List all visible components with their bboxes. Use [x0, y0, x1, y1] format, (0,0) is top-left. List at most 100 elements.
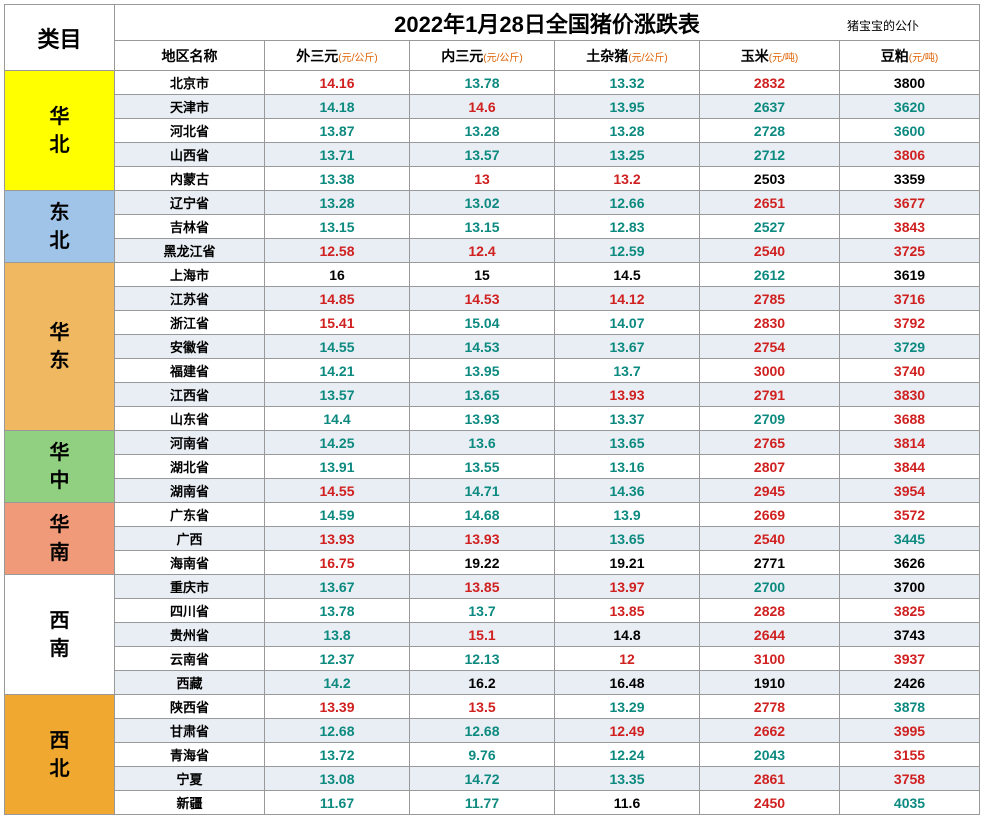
value-cell: 2728 — [700, 119, 840, 143]
value-cell: 3688 — [840, 407, 980, 431]
table-row: 湖北省13.9113.5513.1628073844 — [5, 455, 980, 479]
value-cell: 16.48 — [555, 671, 700, 695]
value-cell: 3100 — [700, 647, 840, 671]
column-unit: (元/吨) — [769, 53, 798, 64]
value-cell: 14.21 — [265, 359, 410, 383]
value-cell: 2765 — [700, 431, 840, 455]
table-title: 2022年1月28日全国猪价涨跌表猪宝宝的公仆 — [115, 5, 980, 41]
area-name: 云南省 — [115, 647, 265, 671]
table-row: 华中河南省14.2513.613.6527653814 — [5, 431, 980, 455]
value-cell: 13.67 — [265, 575, 410, 599]
value-cell: 13.85 — [555, 599, 700, 623]
area-name: 福建省 — [115, 359, 265, 383]
table-row: 山东省14.413.9313.3727093688 — [5, 407, 980, 431]
price-table: 类目2022年1月28日全国猪价涨跌表猪宝宝的公仆地区名称外三元(元/公斤)内三… — [4, 4, 980, 815]
region-char: 华 — [5, 511, 114, 539]
value-cell: 2540 — [700, 527, 840, 551]
value-cell: 13.28 — [265, 191, 410, 215]
region-cell: 华北 — [5, 71, 115, 191]
value-cell: 13.29 — [555, 695, 700, 719]
value-cell: 13.16 — [555, 455, 700, 479]
value-cell: 2527 — [700, 215, 840, 239]
table-row: 湖南省14.5514.7114.3629453954 — [5, 479, 980, 503]
value-cell: 14.18 — [265, 95, 410, 119]
value-cell: 13.57 — [410, 143, 555, 167]
table-row: 天津市14.1814.613.9526373620 — [5, 95, 980, 119]
value-cell: 3626 — [840, 551, 980, 575]
table-row: 内蒙古13.381313.225033359 — [5, 167, 980, 191]
region-char: 东 — [5, 347, 114, 375]
value-cell: 14.4 — [265, 407, 410, 431]
table-row: 黑龙江省12.5812.412.5925403725 — [5, 239, 980, 263]
area-name: 宁夏 — [115, 767, 265, 791]
region-cell: 华中 — [5, 431, 115, 503]
value-cell: 14.59 — [265, 503, 410, 527]
area-name: 天津市 — [115, 95, 265, 119]
value-cell: 16.2 — [410, 671, 555, 695]
region-char: 华 — [5, 439, 114, 467]
region-char: 南 — [5, 635, 114, 663]
column-label: 豆粕 — [881, 48, 909, 64]
column-unit: (元/公斤) — [483, 53, 522, 64]
value-cell: 2754 — [700, 335, 840, 359]
value-cell: 13.93 — [265, 527, 410, 551]
value-cell: 12.13 — [410, 647, 555, 671]
table-row: 宁夏13.0814.7213.3528613758 — [5, 767, 980, 791]
value-cell: 2669 — [700, 503, 840, 527]
value-cell: 12.24 — [555, 743, 700, 767]
value-cell: 13.71 — [265, 143, 410, 167]
region-char: 南 — [5, 539, 114, 567]
value-cell: 13.32 — [555, 71, 700, 95]
value-cell: 3700 — [840, 575, 980, 599]
value-cell: 11.67 — [265, 791, 410, 815]
column-header: 地区名称 — [115, 41, 265, 71]
value-cell: 3445 — [840, 527, 980, 551]
value-cell: 3844 — [840, 455, 980, 479]
value-cell: 14.68 — [410, 503, 555, 527]
value-cell: 13.95 — [555, 95, 700, 119]
table-row: 西北陕西省13.3913.513.2927783878 — [5, 695, 980, 719]
column-label: 外三元 — [296, 48, 338, 64]
value-cell: 2662 — [700, 719, 840, 743]
table-row: 广西13.9313.9313.6525403445 — [5, 527, 980, 551]
table-row: 浙江省15.4115.0414.0728303792 — [5, 311, 980, 335]
value-cell: 3806 — [840, 143, 980, 167]
table-row: 贵州省13.815.114.826443743 — [5, 623, 980, 647]
table-row: 河北省13.8713.2813.2827283600 — [5, 119, 980, 143]
region-char: 西 — [5, 727, 114, 755]
value-cell: 14.16 — [265, 71, 410, 95]
value-cell: 2540 — [700, 239, 840, 263]
value-cell: 2828 — [700, 599, 840, 623]
column-header: 内三元(元/公斤) — [410, 41, 555, 71]
value-cell: 3359 — [840, 167, 980, 191]
table-row: 华南广东省14.5914.6813.926693572 — [5, 503, 980, 527]
column-label: 土杂猪 — [586, 48, 628, 64]
area-name: 辽宁省 — [115, 191, 265, 215]
table-row: 云南省12.3712.131231003937 — [5, 647, 980, 671]
value-cell: 3825 — [840, 599, 980, 623]
column-unit: (元/公斤) — [338, 53, 377, 64]
table-row: 西南重庆市13.6713.8513.9727003700 — [5, 575, 980, 599]
value-cell: 2450 — [700, 791, 840, 815]
table-row: 安徽省14.5514.5313.6727543729 — [5, 335, 980, 359]
value-cell: 14.2 — [265, 671, 410, 695]
region-cell: 西南 — [5, 575, 115, 695]
table-row: 新疆11.6711.7711.624504035 — [5, 791, 980, 815]
value-cell: 13.5 — [410, 695, 555, 719]
value-cell: 14.36 — [555, 479, 700, 503]
area-name: 山西省 — [115, 143, 265, 167]
category-header: 类目 — [5, 5, 115, 71]
value-cell: 13.78 — [265, 599, 410, 623]
table-row: 甘肃省12.6812.6812.4926623995 — [5, 719, 980, 743]
value-cell: 14.6 — [410, 95, 555, 119]
value-cell: 12.4 — [410, 239, 555, 263]
value-cell: 2612 — [700, 263, 840, 287]
value-cell: 3937 — [840, 647, 980, 671]
value-cell: 3729 — [840, 335, 980, 359]
value-cell: 3000 — [700, 359, 840, 383]
area-name: 甘肃省 — [115, 719, 265, 743]
value-cell: 12.83 — [555, 215, 700, 239]
value-cell: 3716 — [840, 287, 980, 311]
area-name: 湖南省 — [115, 479, 265, 503]
value-cell: 13.8 — [265, 623, 410, 647]
